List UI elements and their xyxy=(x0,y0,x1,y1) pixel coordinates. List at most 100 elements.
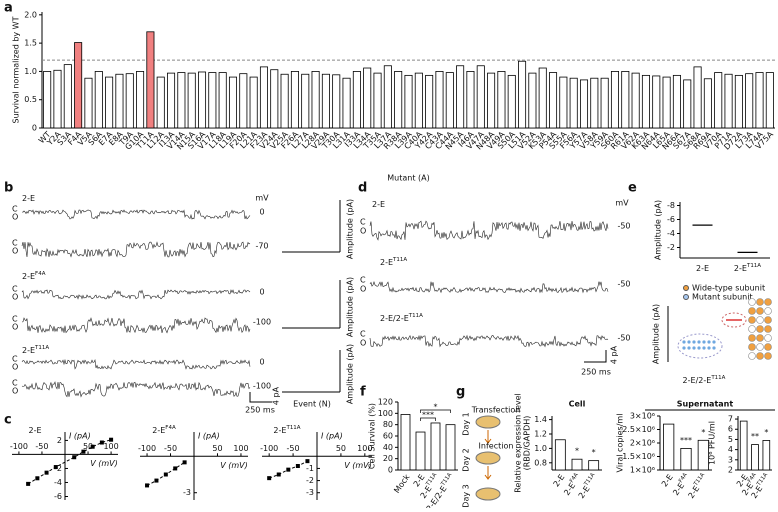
subunit xyxy=(764,316,772,324)
bar xyxy=(208,72,217,129)
x-tick-label-sup: T11A xyxy=(755,472,769,488)
y-tick-label: -6 xyxy=(667,215,675,224)
data-point xyxy=(81,449,86,454)
voltage-label: -50 xyxy=(617,222,630,231)
y-tick-label: 0 xyxy=(32,124,37,133)
open-label: O xyxy=(12,323,18,332)
bar xyxy=(404,74,413,129)
time-scale: 250 ms xyxy=(581,368,611,377)
x-tick-label: -50 xyxy=(287,444,300,453)
y-axis-title: (RBD/GAPDH) xyxy=(523,416,532,471)
closed-label: C xyxy=(12,239,18,248)
bar xyxy=(497,71,506,129)
y-tick-label: 60 xyxy=(383,432,393,441)
x-tick-label: -50 xyxy=(164,444,177,453)
x-tick-label: 100 xyxy=(103,442,118,451)
voltage-label: -70 xyxy=(255,242,268,251)
scale-bar xyxy=(249,392,272,403)
y-tick-label: -1 xyxy=(306,464,314,473)
y-tick-label: 0.5 xyxy=(24,95,37,104)
current-scale: 4 pA xyxy=(610,345,619,364)
time-scale: 250 ms xyxy=(245,406,275,415)
bar xyxy=(430,422,441,471)
bar xyxy=(228,76,238,129)
y-tick-label: 3×10⁶ xyxy=(630,412,655,421)
panel-label: a xyxy=(4,1,13,16)
data-point xyxy=(99,440,104,445)
bar xyxy=(549,72,558,129)
y-tick-label: 2.5×10⁶ xyxy=(622,425,655,434)
y-tick-label: -8 xyxy=(667,201,675,210)
bar xyxy=(579,79,589,129)
y-tick-label: 1.2 xyxy=(534,430,547,439)
bar xyxy=(755,72,764,129)
subunit xyxy=(748,325,756,333)
y-tick-label: 5 xyxy=(728,435,733,444)
panel-label: f xyxy=(360,385,366,400)
significance-bracket xyxy=(420,409,451,413)
bar xyxy=(63,64,72,129)
y-tick-label: 4 xyxy=(728,445,733,454)
dish xyxy=(475,487,501,501)
data-point xyxy=(53,465,58,470)
data-point xyxy=(109,437,114,442)
cluster-point xyxy=(682,346,686,350)
significance: *** xyxy=(422,411,434,420)
x-tick-label: 2-ET11A xyxy=(734,263,761,273)
closed-label: C xyxy=(12,205,18,214)
data-point xyxy=(154,478,159,483)
data-point xyxy=(163,472,168,477)
bar xyxy=(571,458,583,471)
bar xyxy=(610,71,619,129)
x-tick-label-sup: T11A xyxy=(746,263,761,269)
bar xyxy=(751,444,759,471)
chart-title-sup: T11A xyxy=(285,425,300,431)
bar xyxy=(631,72,640,129)
bar xyxy=(456,65,465,129)
y-tick-label: 6 xyxy=(728,425,733,434)
trace-name-base: 2-E xyxy=(22,272,35,281)
histogram-x-title: Event (N) xyxy=(293,400,331,409)
bar xyxy=(415,431,426,471)
trace-name-base: 2-E xyxy=(372,200,385,209)
legend-marker xyxy=(683,285,689,291)
bar xyxy=(693,66,702,129)
bar xyxy=(734,74,743,129)
y-tick-label: -6 xyxy=(54,492,62,501)
x-tick-label-base: 2-E xyxy=(696,264,709,273)
bar xyxy=(445,72,454,129)
x-tick-label-sup: F4A xyxy=(678,472,689,484)
significance-bracket xyxy=(420,417,436,421)
trace-name-base: 2-E xyxy=(380,258,393,267)
x-axis-title: V (mV) xyxy=(90,459,118,468)
subunit xyxy=(764,352,772,360)
data-point xyxy=(173,466,178,471)
bar xyxy=(621,71,630,129)
y-tick-label: 1.5×10⁶ xyxy=(622,452,655,461)
x-tick-label-base: 2-E xyxy=(734,264,747,273)
cluster-point xyxy=(712,346,716,350)
chart-title: 2-ET11A xyxy=(273,425,300,435)
voltage-label: -50 xyxy=(617,334,630,343)
significance: *** xyxy=(680,436,692,445)
subunit xyxy=(756,352,764,360)
bar xyxy=(167,72,176,129)
bar xyxy=(762,440,771,471)
histogram-y-title: Amplitude (pA) xyxy=(346,344,355,404)
bar xyxy=(94,71,103,129)
open-label: O xyxy=(12,247,18,256)
significance: * xyxy=(701,428,705,437)
x-tick-label: 2-E xyxy=(551,472,566,488)
bar xyxy=(363,67,372,129)
bar xyxy=(400,414,411,471)
data-point xyxy=(286,467,291,472)
scale-bar xyxy=(584,350,607,363)
x-tick-label: 2-ET11A xyxy=(685,472,709,500)
data-point xyxy=(305,459,310,464)
subunit xyxy=(764,325,772,333)
x-tick-label: 50 xyxy=(336,444,346,453)
bar xyxy=(177,72,186,129)
trace-name-base: 2-E xyxy=(22,194,35,203)
y-axis-title: Amplitude (pA) xyxy=(654,200,663,260)
x-tick-label: 50 xyxy=(83,442,93,451)
